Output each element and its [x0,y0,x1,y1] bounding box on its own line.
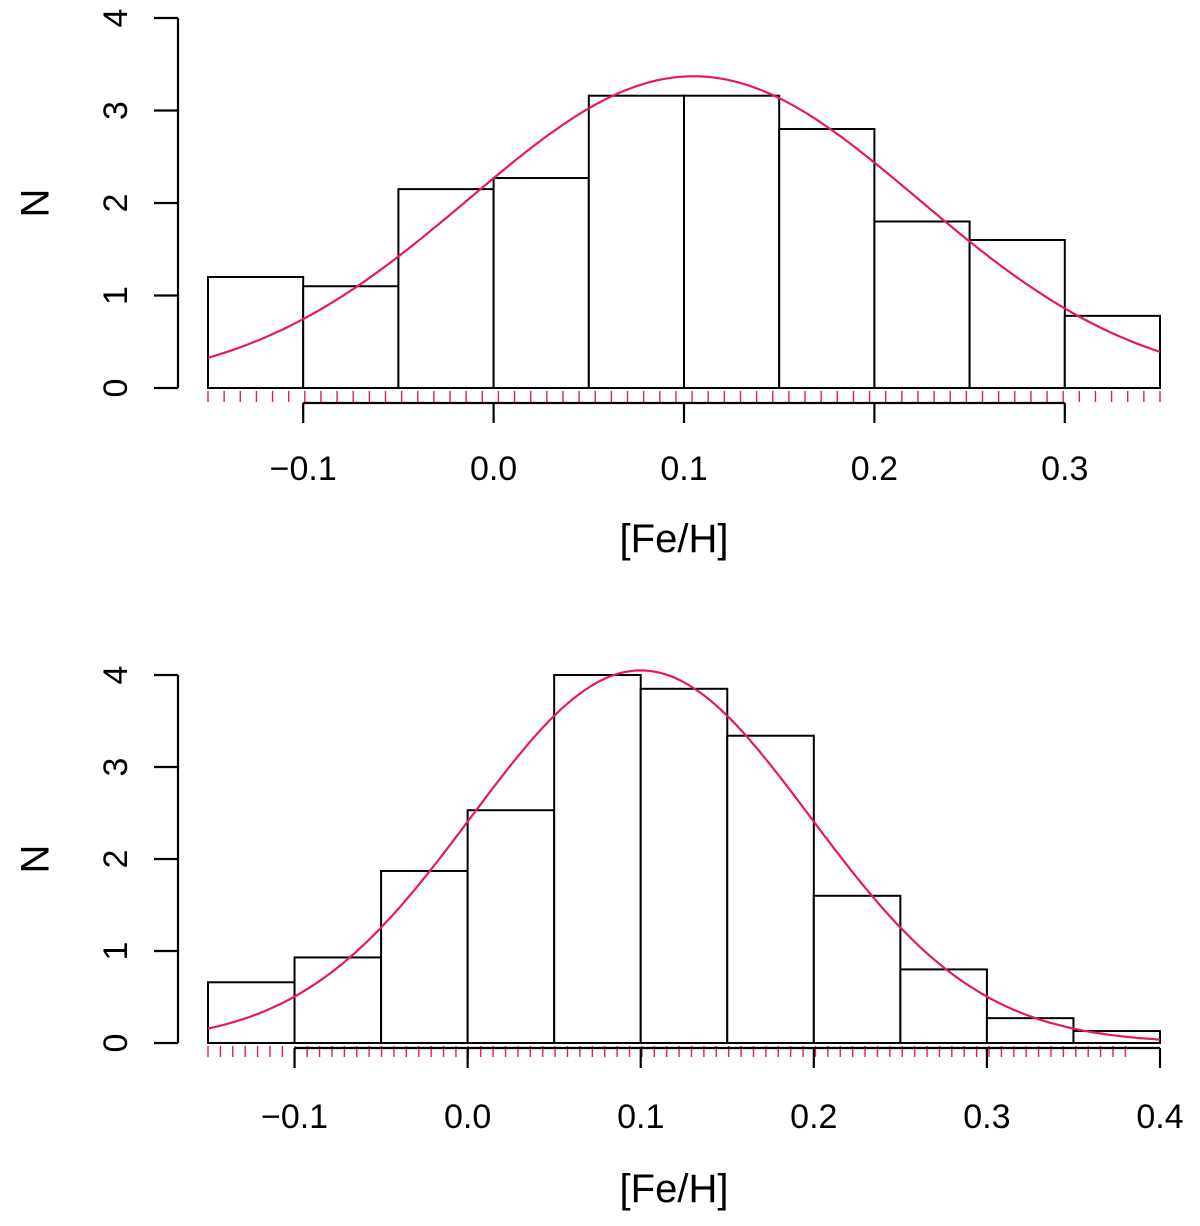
histogram-bar [778,128,876,389]
histogram-bar [968,239,1066,389]
x-tick-label: 0.3 [963,1098,1010,1136]
y-tick-label: 4 [97,9,135,28]
x-tick-label: 0.4 [1136,1098,1183,1136]
histogram-bar [207,276,305,389]
histogram-bar [683,94,781,389]
y-axis-title: N [14,189,58,218]
histogram-bar [812,894,902,1044]
histogram-bar [466,809,556,1044]
y-axis-title: N [14,845,58,874]
histogram-bar [639,687,729,1044]
histogram-bar [293,956,383,1044]
y-tick-label: 0 [97,379,135,398]
y-tick-label: 3 [97,758,135,777]
histogram-bar [587,94,685,389]
x-tick-label: 0.0 [470,450,517,488]
histogram-bar [726,734,815,1044]
histogram-bar [302,285,400,389]
histogram-bar [492,177,590,389]
x-tick-label: −0.1 [270,450,337,488]
x-tick-label: −0.1 [261,1098,328,1136]
y-tick-label: 2 [97,194,135,213]
x-tick-label: 0.2 [851,450,898,488]
histogram-panel-bottom: 0 1 2 3 4 −0.1 0.0 0.1 0.2 0.3 0.4 [Fe/H] N [14,666,1184,1211]
x-tick-label: 0.0 [444,1098,491,1136]
y-tick-label: 2 [97,850,135,869]
histogram-bar [553,674,642,1044]
histogram-bar [1072,1030,1162,1045]
histogram-bar [899,968,988,1045]
y-tick-label: 3 [97,101,135,120]
normal-fit-curve [207,669,1161,1041]
rug-marks [207,391,1161,402]
histogram-panel-top: 0 1 2 3 4 −0.1 0.0 0.1 0.2 0.3 [Fe/H] N [14,9,1162,561]
x-tick-label: 0.2 [790,1098,837,1136]
histogram-bar [380,869,469,1045]
histogram-bar [985,1017,1075,1044]
normal-fit-curve [207,75,1161,359]
y-tick-label: 0 [97,1034,135,1053]
x-tick-label: 0.3 [1041,450,1088,488]
histogram-bar [207,981,296,1045]
y-tick-label: 1 [97,942,135,961]
histogram-bar [1063,314,1162,390]
x-axis-title: [Fe/H] [620,1167,729,1211]
x-tick-label: 0.1 [617,1098,664,1136]
x-tick-label: 0.1 [660,450,707,488]
y-tick-label: 1 [97,286,135,305]
x-axis-title: [Fe/H] [620,517,729,561]
histogram-bar [873,220,971,389]
y-tick-label: 4 [97,666,135,685]
histogram-bar [397,188,495,389]
